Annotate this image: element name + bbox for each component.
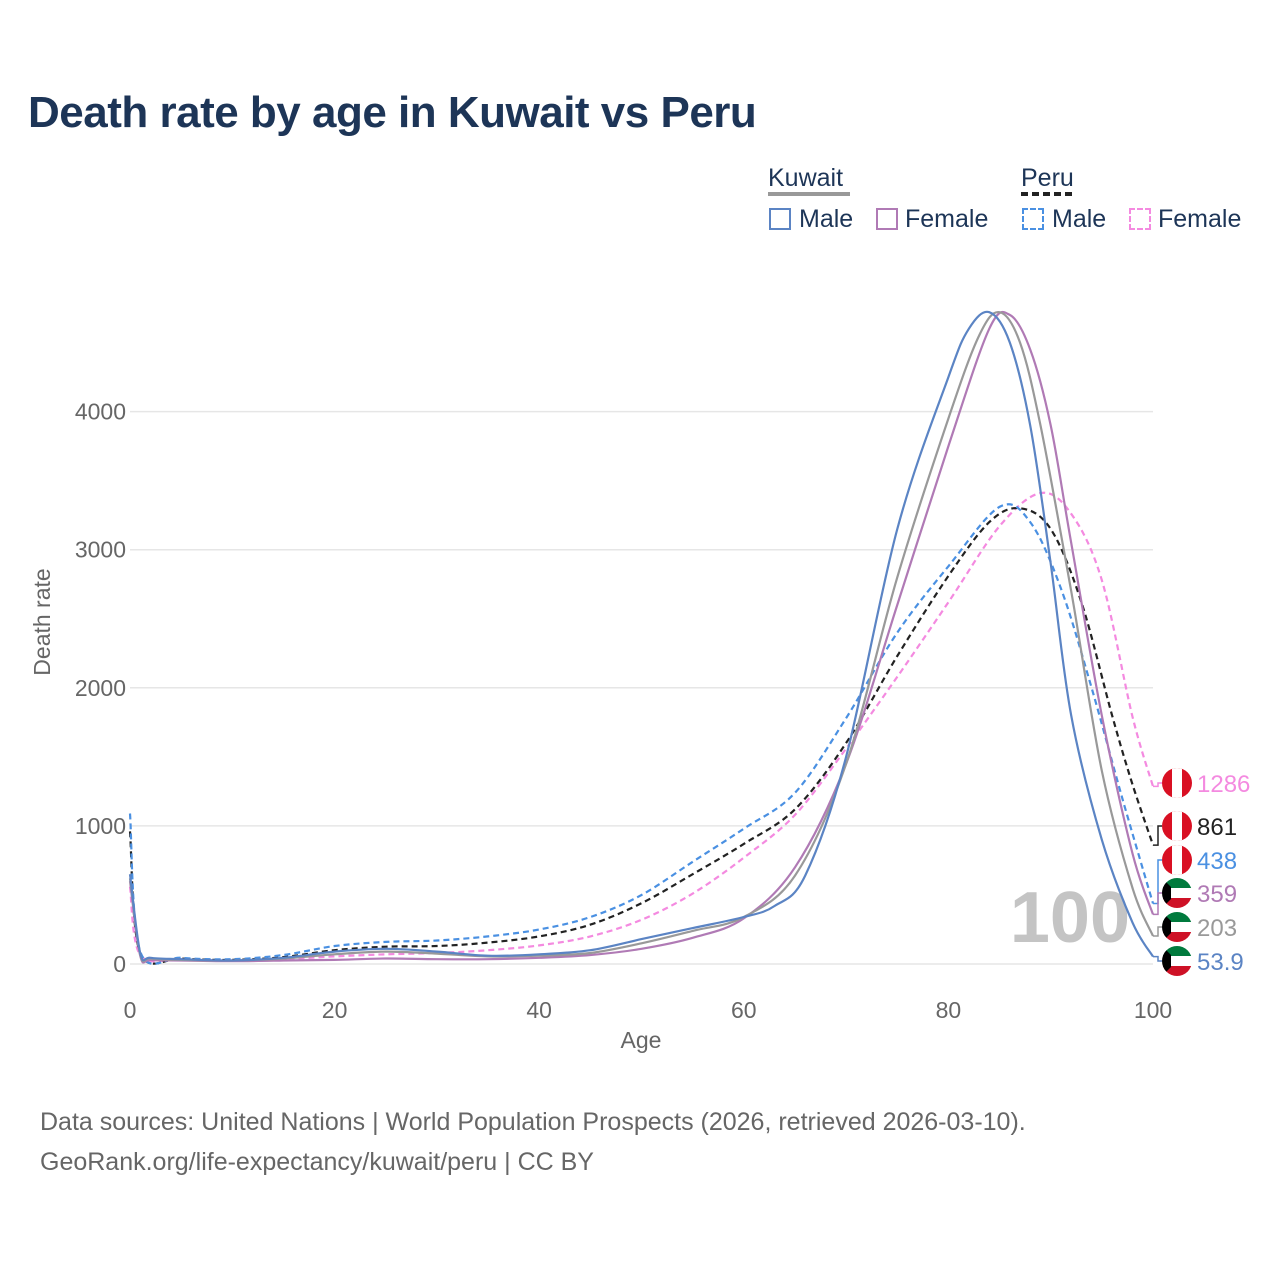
end-label-value: 203 bbox=[1197, 915, 1237, 942]
end-label-connector bbox=[1153, 825, 1162, 846]
page-title: Death rate by age in Kuwait vs Peru bbox=[28, 88, 757, 137]
y-tick-label: 4000 bbox=[75, 399, 126, 425]
y-tick-label: 2000 bbox=[75, 675, 126, 701]
y-axis-ticks: 0 1000 2000 3000 4000 bbox=[75, 399, 126, 977]
peru-flag-icon bbox=[1162, 811, 1192, 841]
x-tick-label: 0 bbox=[124, 997, 137, 1023]
legend-kuwait-female-swatch[interactable] bbox=[876, 208, 898, 230]
end-label-connector bbox=[1153, 782, 1162, 788]
x-tick-label: 80 bbox=[936, 997, 962, 1023]
x-tick-label: 100 bbox=[1134, 997, 1172, 1023]
legend-peru-male-label[interactable]: Male bbox=[1052, 205, 1107, 233]
end-label-connector bbox=[1153, 926, 1162, 937]
gridlines bbox=[130, 410, 1153, 965]
end-label-connector bbox=[1153, 859, 1162, 905]
end-label-value: 438 bbox=[1197, 848, 1237, 875]
legend-group-peru: Peru bbox=[1021, 164, 1074, 192]
kuwait-flag-icon bbox=[1162, 878, 1192, 908]
end-label-value: 1286 bbox=[1197, 771, 1250, 798]
kuwait-flag-icon bbox=[1162, 946, 1192, 976]
series-lines bbox=[128, 310, 1155, 965]
end-label-value: 861 bbox=[1197, 814, 1237, 841]
peru-flag-icon bbox=[1162, 845, 1192, 875]
legend-peru-female-swatch[interactable] bbox=[1129, 208, 1151, 230]
series-line-kuwait-female[interactable] bbox=[128, 310, 1155, 964]
series-line-kuwait-male[interactable] bbox=[128, 310, 1154, 962]
end-label-connector bbox=[1153, 955, 1162, 962]
end-label-value: 359 bbox=[1197, 881, 1237, 908]
x-axis-label: Age bbox=[621, 1027, 662, 1053]
legend-kuwait-female-label[interactable]: Female bbox=[905, 205, 989, 233]
series-line-peru-male[interactable] bbox=[128, 503, 1155, 965]
legend-kuwait-underline bbox=[768, 192, 850, 196]
end-label-connectors bbox=[1153, 782, 1162, 962]
peru-flag-icon bbox=[1162, 768, 1192, 798]
end-label-value: 53.9 bbox=[1197, 949, 1244, 976]
legend-group-kuwait: Kuwait bbox=[768, 164, 844, 192]
footer-sources: Data sources: United Nations | World Pop… bbox=[40, 1108, 1026, 1136]
end-label-connector bbox=[1153, 892, 1162, 916]
x-axis-ticks: 0 20 40 60 80 100 bbox=[124, 997, 1173, 1023]
x-tick-label: 40 bbox=[526, 997, 552, 1023]
watermark-year: 100 bbox=[1010, 878, 1130, 958]
y-tick-label: 1000 bbox=[75, 813, 126, 839]
x-tick-label: 60 bbox=[731, 997, 757, 1023]
legend-peru-female-label[interactable]: Female bbox=[1158, 205, 1242, 233]
y-tick-label: 0 bbox=[113, 951, 126, 977]
legend-peru-underline bbox=[1021, 192, 1075, 196]
x-tick-label: 20 bbox=[322, 997, 348, 1023]
series-line-peru-female[interactable] bbox=[128, 491, 1155, 963]
series-line-kuwait-total[interactable] bbox=[128, 311, 1155, 963]
legend-kuwait-male-swatch[interactable] bbox=[769, 208, 791, 230]
legend-kuwait-male-label[interactable]: Male bbox=[799, 205, 854, 233]
footer-link[interactable]: GeoRank.org/life-expectancy/kuwait/peru … bbox=[40, 1148, 594, 1176]
y-tick-label: 3000 bbox=[75, 537, 126, 563]
end-labels: 1286 861 438 359 203 53.9 bbox=[1162, 768, 1250, 976]
kuwait-flag-icon bbox=[1162, 912, 1192, 942]
y-axis-label: Death rate bbox=[29, 568, 55, 675]
legend-peru-male-swatch[interactable] bbox=[1022, 208, 1044, 230]
